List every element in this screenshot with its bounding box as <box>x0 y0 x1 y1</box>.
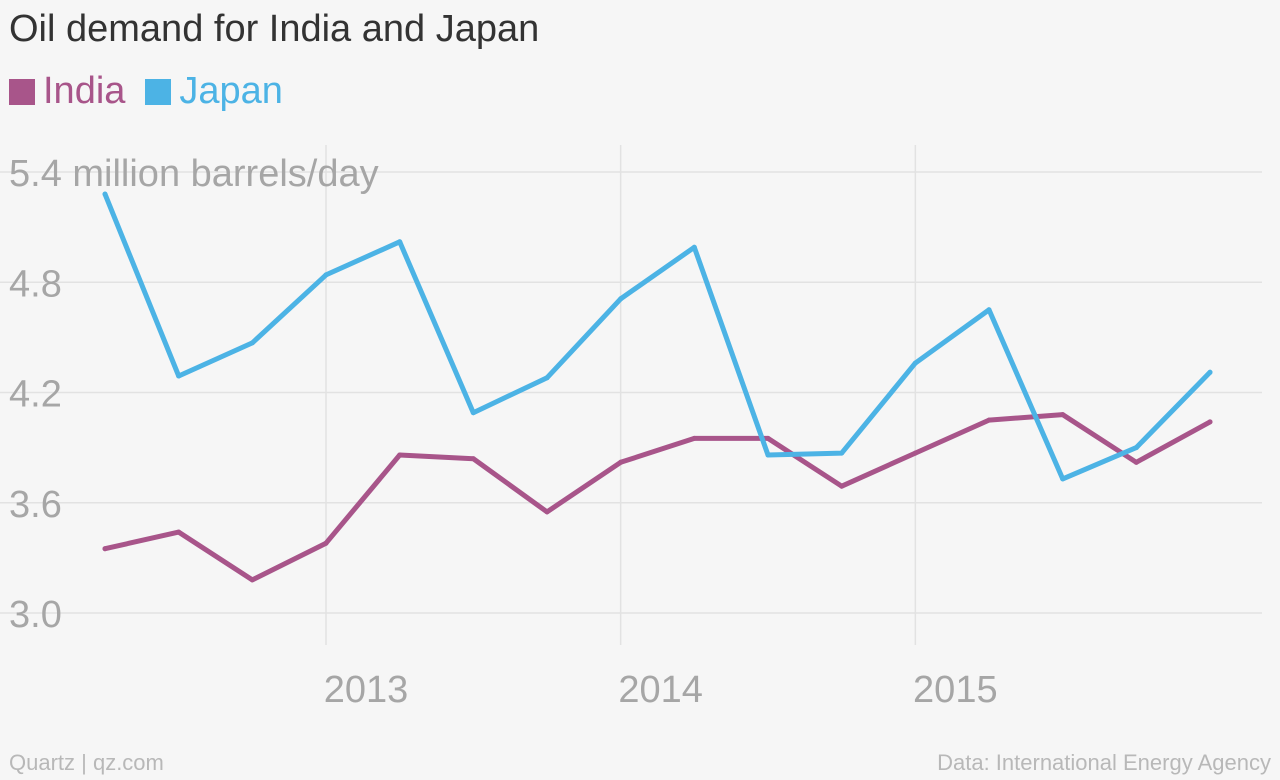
data-point-india <box>1207 419 1213 425</box>
series-line-india <box>102 412 1213 583</box>
legend-item-japan: Japan <box>145 70 283 113</box>
series-layer <box>102 191 1213 583</box>
data-point-japan <box>986 307 992 313</box>
footer-credit: Quartz | qz.com <box>9 750 164 775</box>
footer-source: Data: International Energy Agency <box>937 750 1271 775</box>
y-tick-label: 5.4 million barrels/day <box>9 153 379 195</box>
data-point-india <box>176 529 182 535</box>
data-point-india <box>912 450 918 456</box>
y-tick-label: 4.8 <box>9 263 62 305</box>
data-point-japan <box>1207 369 1213 375</box>
y-tick-label: 3.0 <box>9 594 62 636</box>
data-point-india <box>1133 459 1139 465</box>
legend-label-japan: Japan <box>179 70 283 112</box>
data-point-india <box>544 509 550 515</box>
data-point-japan <box>618 296 624 302</box>
x-tick-label: 2014 <box>618 669 703 711</box>
legend-swatch-india <box>9 78 35 105</box>
legend-item-india: India <box>9 70 125 113</box>
data-point-india <box>618 459 624 465</box>
series-line-japan <box>102 191 1213 482</box>
x-tick-label: 2015 <box>913 669 998 711</box>
legend-swatch-japan <box>145 78 172 105</box>
data-point-japan <box>397 239 403 245</box>
data-point-india <box>323 540 329 546</box>
grid-layer <box>0 145 1262 645</box>
data-point-japan <box>323 272 329 278</box>
data-point-japan <box>176 373 182 379</box>
data-point-india <box>691 435 697 441</box>
data-point-japan <box>102 191 108 197</box>
data-point-japan <box>765 452 771 458</box>
data-point-india <box>397 452 403 458</box>
data-point-japan <box>691 244 697 250</box>
y-tick-label: 3.6 <box>9 484 62 526</box>
data-point-india <box>986 417 992 423</box>
data-point-india <box>102 546 108 552</box>
data-point-japan <box>470 410 476 416</box>
data-point-india <box>470 456 476 462</box>
data-point-japan <box>839 450 845 456</box>
data-point-japan <box>544 375 550 381</box>
x-tick-label: 2013 <box>324 669 409 711</box>
data-point-india <box>765 435 771 441</box>
legend-label-india: India <box>43 70 126 112</box>
data-point-japan <box>249 340 255 346</box>
data-point-india <box>839 483 845 489</box>
y-tick-label: 4.2 <box>9 374 62 416</box>
data-point-india <box>1060 412 1066 418</box>
tick-layer: 3.0 3.6 4.2 4.8 5.4 million barrels/day 2013 2… <box>9 153 998 711</box>
chart-title: Oil demand for India and Japan <box>9 8 540 50</box>
data-point-japan <box>912 360 918 366</box>
data-point-japan <box>1060 476 1066 482</box>
data-point-japan <box>1133 445 1139 451</box>
legend: India Japan <box>9 70 303 113</box>
data-point-india <box>249 577 255 583</box>
